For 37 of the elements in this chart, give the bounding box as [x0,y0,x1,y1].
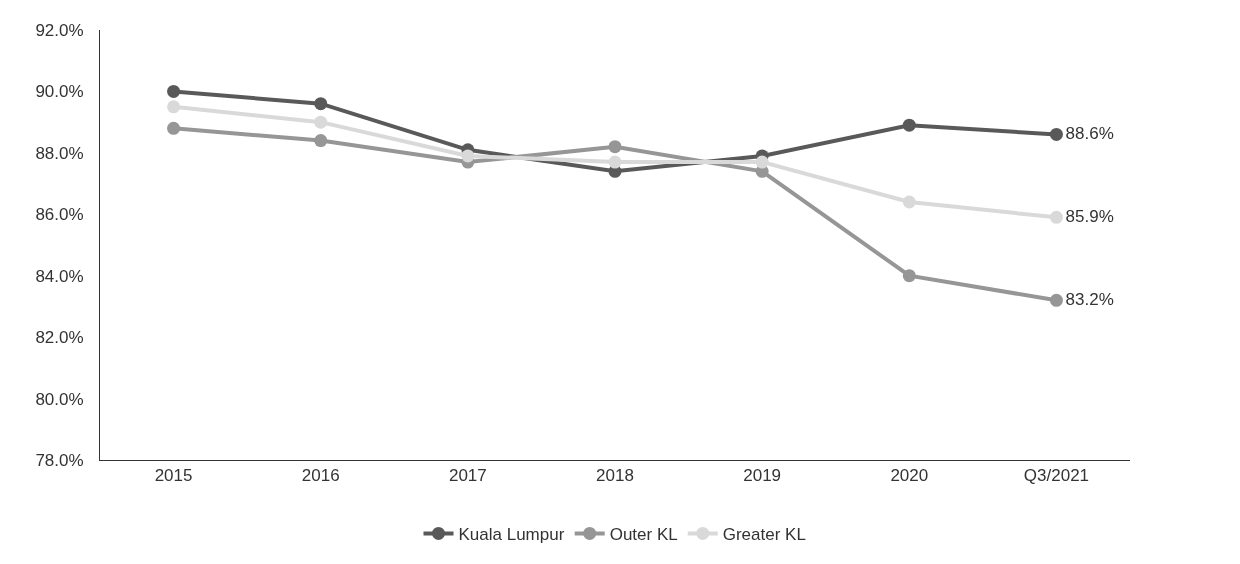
legend-label: Outer KL [609,525,678,545]
point [167,121,181,135]
legend-label: Greater KL [722,525,806,545]
data-label: 88.6% [1065,123,1114,143]
y-tick-label: 88.0% [35,143,84,163]
point [902,269,916,283]
data-label: 85.9% [1065,206,1114,226]
x-tick-label: 2019 [743,466,782,486]
point [902,118,916,132]
x-tick-label: 2018 [596,466,634,486]
x-tick-label: 2015 [154,466,193,486]
y-tick-label: 84.0% [35,266,84,286]
point [314,134,328,148]
y-tick-label: 86.0% [35,205,84,225]
y-tick-label: 90.0% [35,82,84,102]
point [314,97,328,111]
point [1049,210,1063,224]
point [1049,293,1063,307]
point [902,195,916,209]
point [167,84,181,98]
y-tick-label: 80.0% [35,389,84,409]
x-tick-label: Q3/2021 [1023,466,1090,486]
x-tick-label: 2016 [301,466,340,486]
y-tick-label: 92.0% [35,20,84,40]
point [461,149,475,163]
point [1049,127,1063,141]
y-tick-label: 78.0% [35,450,84,470]
point [755,155,769,169]
point [608,155,622,169]
point [314,115,328,129]
point [167,100,181,114]
point [608,140,622,154]
y-tick-label: 82.0% [35,328,84,348]
legend-label: Kuala Lumpur [458,525,565,545]
data-label: 83.2% [1065,289,1114,309]
x-tick-label: 2017 [448,466,487,486]
x-tick-label: 2020 [890,466,929,486]
